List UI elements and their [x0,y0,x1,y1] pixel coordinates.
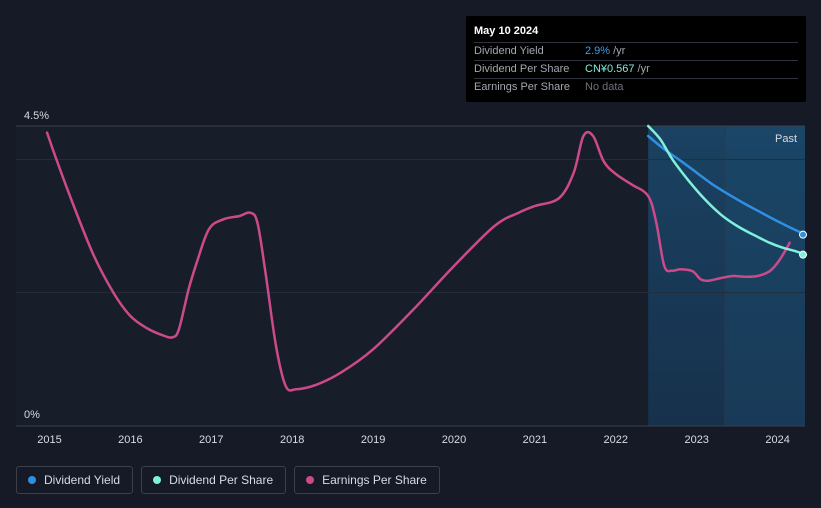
legend-dot-icon [306,476,315,484]
legend-label: Dividend Per Share [169,473,274,487]
tooltip-value: No data [585,81,624,93]
x-tick-label: 2015 [37,434,61,446]
x-tick-label: 2018 [280,434,304,446]
legend-label: Earnings Per Share [322,473,427,487]
tooltip-row-dividend-per-share: Dividend Per Share CN¥0.567 /yr [474,60,798,78]
x-tick-label: 2024 [765,434,789,446]
y-tick-bottom: 0% [24,409,40,421]
dividend-yield-end-marker [799,230,807,239]
past-label: Past [775,133,797,145]
x-tick-label: 2021 [523,434,547,446]
tooltip-label: Dividend Yield [474,45,544,57]
legend-dot-icon [153,476,162,484]
legend-item-dividend-per-share[interactable]: Dividend Per Share [141,466,287,494]
legend: Dividend Yield Dividend Per Share Earnin… [16,466,440,494]
legend-item-earnings-per-share[interactable]: Earnings Per Share [294,466,440,494]
x-tick-label: 2022 [604,434,628,446]
x-tick-label: 2016 [118,434,142,446]
dividend-per-share-line [646,124,808,256]
x-tick-label: 2020 [442,434,466,446]
x-tick-label: 2023 [684,434,708,446]
y-tick-top: 4.5% [24,110,49,122]
dividend-per-share-end-marker [799,250,807,259]
tooltip: May 10 2024 Dividend Yield 2.9% /yr Divi… [466,16,806,102]
legend-item-dividend-yield[interactable]: Dividend Yield [16,466,134,494]
tooltip-label: Earnings Per Share [474,81,570,93]
tooltip-value: CN¥0.567 [585,63,635,75]
earnings-per-share-line [45,130,791,392]
tooltip-date: May 10 2024 [474,25,539,37]
tooltip-row-earnings-per-share: Earnings Per Share No data [474,78,798,96]
x-tick-label: 2019 [361,434,385,446]
legend-dot-icon [28,476,36,484]
tooltip-row-dividend-yield: Dividend Yield 2.9% /yr [474,42,798,60]
legend-label: Dividend Yield [44,473,121,487]
tooltip-value: 2.9% [585,45,611,57]
tooltip-label: Dividend Per Share [474,63,570,75]
x-tick-label: 2017 [199,434,223,446]
tooltip-unit: /yr [637,63,650,75]
tooltip-unit: /yr [613,45,626,57]
dividend-yield-line [646,134,808,236]
